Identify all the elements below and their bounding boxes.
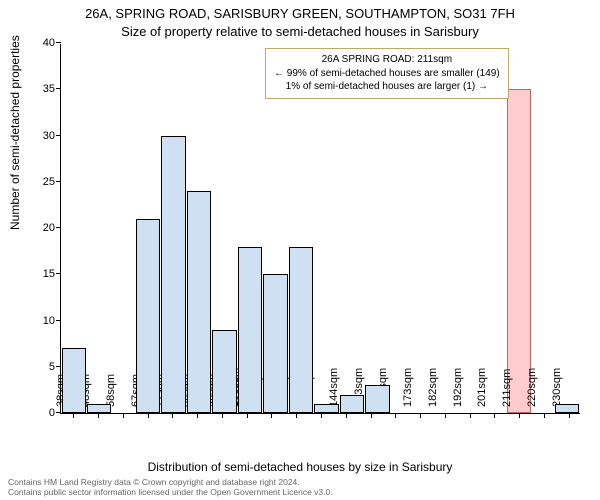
x-tick-mark: [271, 413, 272, 418]
bar: [263, 274, 287, 413]
bar: [555, 404, 579, 413]
x-tick-mark: [494, 413, 495, 418]
x-tick-mark: [544, 413, 545, 418]
x-tick-mark: [73, 413, 74, 418]
x-tick-mark: [371, 413, 372, 418]
x-tick-label: 201sqm: [476, 368, 488, 413]
bar: [340, 395, 364, 414]
x-tick-mark: [148, 413, 149, 418]
bar: [212, 330, 236, 413]
y-tick-mark: [56, 273, 61, 274]
x-tick-label: 192sqm: [452, 368, 464, 413]
footer-attribution: Contains HM Land Registry data © Crown c…: [8, 477, 592, 498]
bar: [136, 219, 160, 413]
bar: [187, 191, 211, 413]
bar: [87, 404, 111, 413]
y-tick-label: 30: [43, 130, 61, 142]
chart-title-line2: Size of property relative to semi-detach…: [0, 24, 600, 39]
x-tick-mark: [197, 413, 198, 418]
y-tick-mark: [56, 42, 61, 43]
bar: [161, 136, 185, 414]
footer-line1: Contains HM Land Registry data © Crown c…: [8, 477, 592, 488]
x-tick-mark: [519, 413, 520, 418]
y-tick-label: 15: [43, 268, 61, 280]
y-tick-mark: [56, 227, 61, 228]
x-tick-mark: [172, 413, 173, 418]
x-tick-mark: [395, 413, 396, 418]
x-tick-mark: [296, 413, 297, 418]
x-tick-mark: [445, 413, 446, 418]
footer-line2: Contains public sector information licen…: [8, 487, 592, 498]
x-tick-mark: [569, 413, 570, 418]
x-tick-mark: [222, 413, 223, 418]
x-tick-mark: [321, 413, 322, 418]
x-tick-mark: [247, 413, 248, 418]
y-tick-mark: [56, 366, 61, 367]
chart-title-line1: 26A, SPRING ROAD, SARISBURY GREEN, SOUTH…: [0, 6, 600, 21]
x-tick-mark: [470, 413, 471, 418]
bar: [289, 247, 313, 414]
y-tick-label: 25: [43, 176, 61, 188]
x-tick-label: 173sqm: [402, 368, 414, 413]
x-tick-mark: [123, 413, 124, 418]
highlight-bar: [507, 89, 531, 413]
bar: [238, 247, 262, 414]
bar: [62, 348, 86, 413]
annotation-line2: ← 99% of semi-detached houses are smalle…: [274, 67, 500, 81]
x-tick-label: 220sqm: [526, 368, 538, 413]
y-tick-label: 20: [43, 222, 61, 234]
bars-group: [61, 44, 580, 413]
x-axis-label: Distribution of semi-detached houses by …: [0, 460, 600, 474]
annotation-line1: 26A SPRING ROAD: 211sqm: [274, 53, 500, 67]
annotation-line3: 1% of semi-detached houses are larger (1…: [274, 80, 500, 94]
x-tick-mark: [420, 413, 421, 418]
y-tick-mark: [56, 135, 61, 136]
y-tick-mark: [56, 320, 61, 321]
x-tick-label: 211sqm: [501, 369, 513, 413]
y-tick-mark: [56, 88, 61, 89]
chart-plot-area: 051015202530354038sqm48sqm58sqm67sqm77sq…: [60, 44, 580, 414]
bar: [314, 404, 338, 413]
y-axis-label: Number of semi-detached properties: [8, 35, 22, 230]
y-tick-mark: [56, 181, 61, 182]
y-tick-label: 5: [49, 361, 61, 373]
x-tick-label: 182sqm: [427, 368, 439, 413]
y-tick-label: 40: [43, 37, 61, 49]
y-tick-label: 10: [43, 315, 61, 327]
x-tick-mark: [346, 413, 347, 418]
x-tick-mark: [98, 413, 99, 418]
y-tick-label: 35: [43, 83, 61, 95]
chart-container: 26A, SPRING ROAD, SARISBURY GREEN, SOUTH…: [0, 0, 600, 500]
annotation-box: 26A SPRING ROAD: 211sqm ← 99% of semi-de…: [265, 48, 509, 99]
bar: [365, 385, 389, 413]
